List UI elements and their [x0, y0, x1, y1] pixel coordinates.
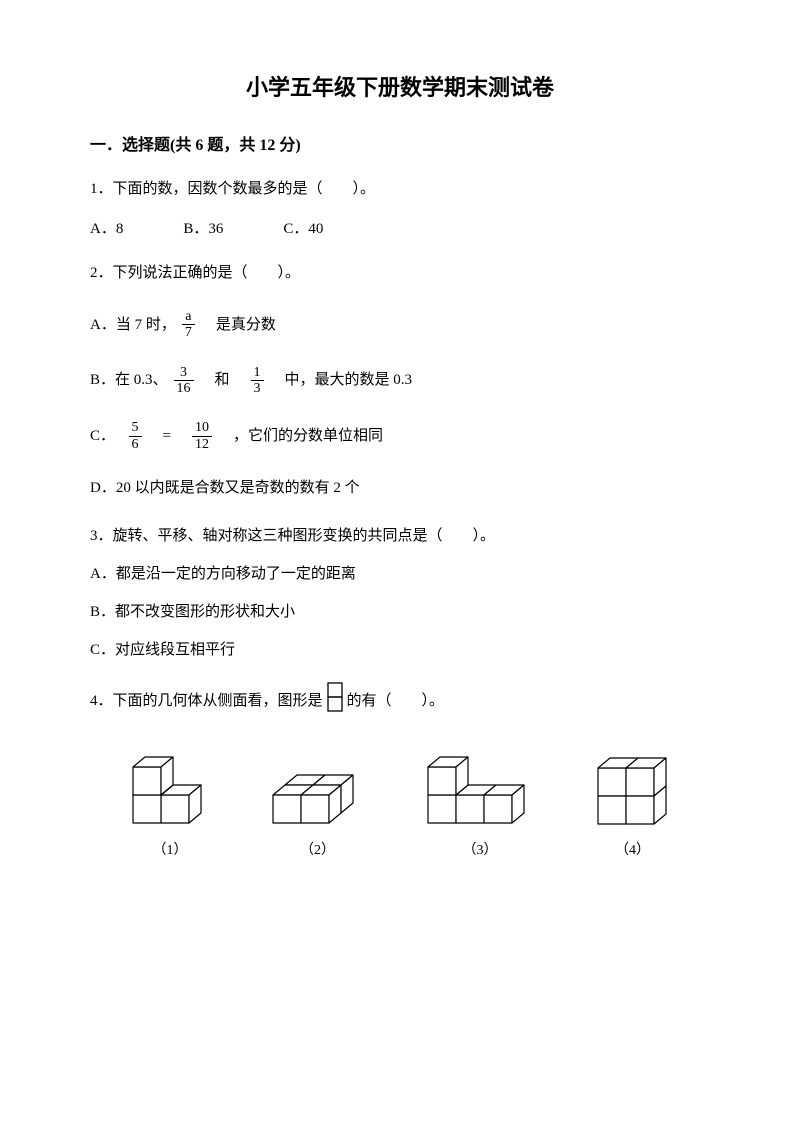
frac-num: 3 — [177, 365, 190, 380]
q2a-fraction: a 7 — [182, 309, 195, 341]
q2-opt-c: C． 5 6 = 10 12 ，它们的分数单位相同 — [90, 420, 710, 452]
q2b-mid: 和 — [200, 368, 245, 392]
q4-figures: （1） （2） — [90, 750, 710, 862]
question-1: 1．下面的数，因数个数最多的是（ ）。 A．8 B．36 C．40 — [90, 177, 710, 241]
frac-den: 3 — [251, 380, 264, 396]
cube-diagram-icon — [418, 755, 543, 830]
q4-text: 4．下面的几何体从侧面看，图形是 的有（ ）。 — [90, 682, 710, 720]
frac-den: 16 — [174, 380, 194, 396]
frac-num: 1 — [251, 365, 264, 380]
q3-opt-c: C．对应线段互相平行 — [90, 638, 710, 662]
frac-num: a — [182, 309, 194, 324]
q1-opt-b: B．36 — [183, 217, 223, 241]
figure-2: （2） — [263, 765, 373, 862]
cube-diagram-icon — [588, 750, 678, 830]
q2b-fraction1: 3 16 — [174, 365, 194, 397]
figure-1-label: （1） — [153, 840, 188, 862]
q3-opt-b: B．都不改变图形的形状和大小 — [90, 600, 710, 624]
question-4: 4．下面的几何体从侧面看，图形是 的有（ ）。 — [90, 682, 710, 862]
section-header: 一．选择题(共 6 题，共 12 分) — [90, 133, 710, 159]
frac-den: 12 — [192, 436, 212, 452]
frac-den: 7 — [182, 324, 195, 340]
q2a-pre: A．当 7 时， — [90, 313, 176, 337]
q2c-fraction1: 5 6 — [129, 420, 142, 452]
cube-diagram-icon — [263, 765, 373, 830]
q1-opt-a: A．8 — [90, 217, 123, 241]
q3-opt-a: A．都是沿一定的方向移动了一定的距离 — [90, 562, 710, 586]
page-title: 小学五年级下册数学期末测试卷 — [90, 70, 710, 105]
q2b-fraction2: 1 3 — [251, 365, 264, 397]
figure-3: （3） — [418, 755, 543, 862]
frac-den: 6 — [129, 436, 142, 452]
figure-3-label: （3） — [463, 840, 498, 862]
q2b-pre: B．在 0.3、 — [90, 368, 168, 392]
figure-4: （4） — [588, 750, 678, 862]
cube-diagram-icon — [123, 755, 218, 830]
q1-opt-c: C．40 — [283, 217, 323, 241]
q2-opt-b: B．在 0.3、 3 16 和 1 3 中，最大的数是 0.3 — [90, 365, 710, 397]
q2-opt-a: A．当 7 时， a 7 是真分数 — [90, 309, 710, 341]
q1-text: 1．下面的数，因数个数最多的是（ ）。 — [90, 177, 710, 201]
figure-4-label: （4） — [615, 840, 650, 862]
q3-text: 3．旋转、平移、轴对称这三种图形变换的共同点是（ ）。 — [90, 524, 710, 548]
vertical-double-square-icon — [327, 682, 343, 720]
q4-pre: 4．下面的几何体从侧面看，图形是 — [90, 689, 323, 713]
q2c-pre: C． — [90, 424, 123, 448]
q1-options: A．8 B．36 C．40 — [90, 217, 710, 241]
question-2: 2．下列说法正确的是（ ）。 A．当 7 时， a 7 是真分数 B．在 0.3… — [90, 261, 710, 500]
q2b-post: 中，最大的数是 0.3 — [270, 368, 413, 392]
figure-1: （1） — [123, 755, 218, 862]
q2-text: 2．下列说法正确的是（ ）。 — [90, 261, 710, 285]
q2c-mid: = — [148, 424, 186, 448]
q2c-fraction2: 10 12 — [192, 420, 212, 452]
figure-2-label: （2） — [300, 840, 335, 862]
q2c-post: ，它们的分数单位相同 — [218, 424, 383, 448]
q2-opt-d: D．20 以内既是合数又是奇数的数有 2 个 — [90, 476, 710, 500]
frac-num: 10 — [192, 420, 212, 435]
q4-post: 的有（ ）。 — [347, 689, 445, 713]
frac-num: 5 — [129, 420, 142, 435]
q2a-post: 是真分数 — [201, 313, 276, 337]
question-3: 3．旋转、平移、轴对称这三种图形变换的共同点是（ ）。 A．都是沿一定的方向移动… — [90, 524, 710, 662]
